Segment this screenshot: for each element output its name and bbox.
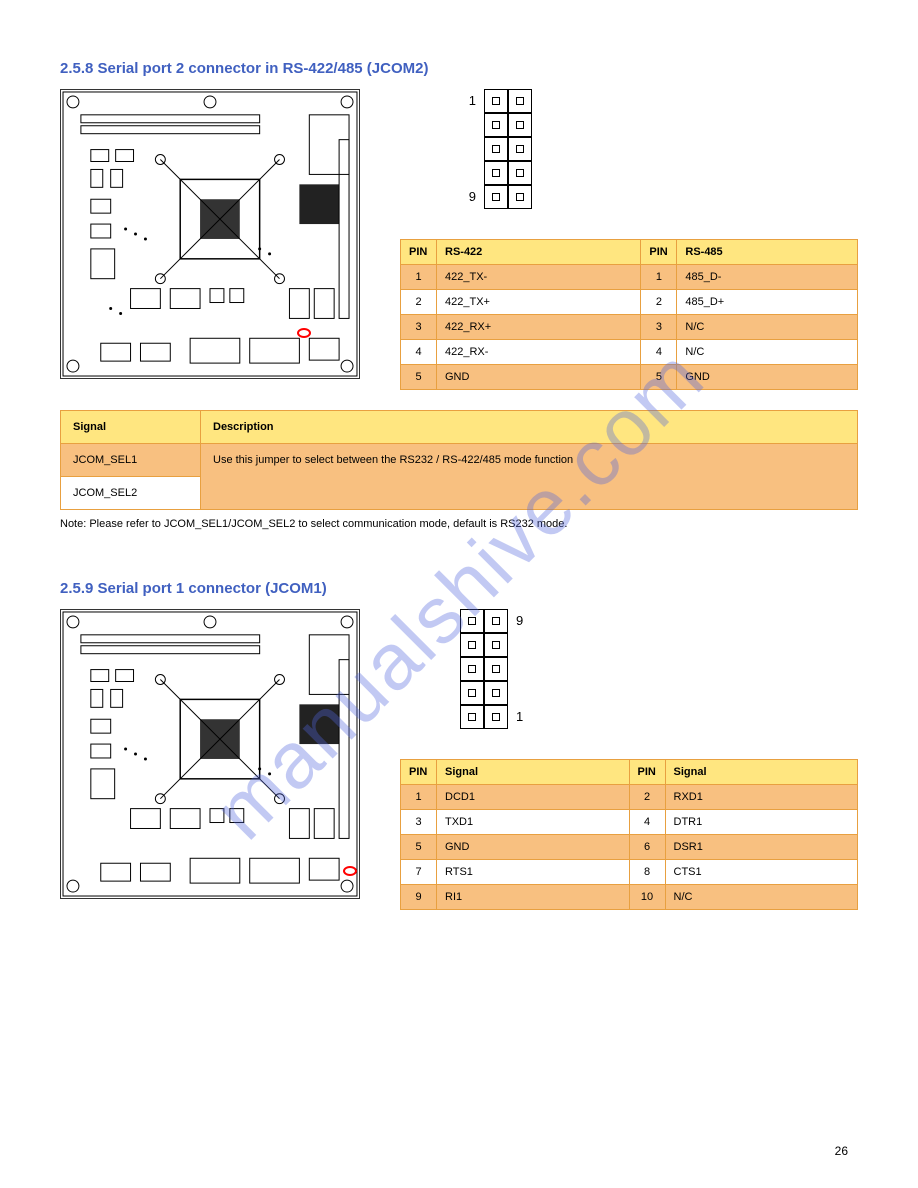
pin-label-bottom: 1 — [516, 705, 532, 729]
th: PIN — [401, 760, 437, 785]
th: Description — [201, 411, 858, 444]
th: RS-485 — [677, 240, 858, 265]
section-title: 2.5.8 Serial port 2 connector in RS-422/… — [60, 60, 858, 77]
motherboard-diagram — [60, 89, 360, 379]
th: Signal — [437, 760, 630, 785]
table-row: 5 GND 6 DSR1 — [401, 835, 858, 860]
pinout-table: PIN Signal PIN Signal 1 DCD1 2 RXD1 3 TX… — [400, 759, 858, 910]
motherboard-diagram — [60, 609, 360, 899]
pin-label-top: 9 — [516, 609, 532, 633]
table-row: 1 422_TX- 1 485_D- — [401, 265, 858, 290]
table-row: 9 RI1 10 N/C — [401, 885, 858, 910]
table-row: 5 GND 5 GND — [401, 365, 858, 390]
th: Signal — [665, 760, 858, 785]
th: RS-422 — [437, 240, 641, 265]
th: PIN — [629, 760, 665, 785]
mobo-svg — [61, 610, 359, 898]
section-jcom1: 2.5.9 Serial port 1 connector (JCOM1) — [60, 580, 858, 910]
th: PIN — [401, 240, 437, 265]
section-title: 2.5.9 Serial port 1 connector (JCOM1) — [60, 580, 858, 597]
pin-diagram: 1 9 — [460, 89, 858, 209]
pin-grid — [484, 89, 532, 209]
connector-highlight — [297, 328, 311, 338]
pin-diagram: 9 1 — [460, 609, 858, 729]
table-row: 1 DCD1 2 RXD1 — [401, 785, 858, 810]
pinout-table: PIN RS-422 PIN RS-485 1 422_TX- 1 485_D-… — [400, 239, 858, 390]
note-text: Note: Please refer to JCOM_SEL1/JCOM_SEL… — [60, 518, 858, 530]
table-row: 2 422_TX+ 2 485_D+ — [401, 290, 858, 315]
th: PIN — [641, 240, 677, 265]
th: Signal — [61, 411, 201, 444]
page-number: 26 — [835, 1144, 848, 1158]
table-row: JCOM_SEL1 Use this jumper to select betw… — [61, 444, 858, 477]
table-row: 3 TXD1 4 DTR1 — [401, 810, 858, 835]
section-jcom2: 2.5.8 Serial port 2 connector in RS-422/… — [60, 60, 858, 530]
pin-grid — [460, 609, 508, 729]
connector-highlight — [343, 866, 357, 876]
table-row: 4 422_RX- 4 N/C — [401, 340, 858, 365]
table-row: 3 422_RX+ 3 N/C — [401, 315, 858, 340]
mobo-svg — [61, 90, 359, 378]
note-table: Signal Description JCOM_SEL1 Use this ju… — [60, 410, 858, 510]
table-row: 7 RTS1 8 CTS1 — [401, 860, 858, 885]
pin-label-top: 1 — [460, 89, 476, 113]
pin-label-bottom: 9 — [460, 185, 476, 209]
